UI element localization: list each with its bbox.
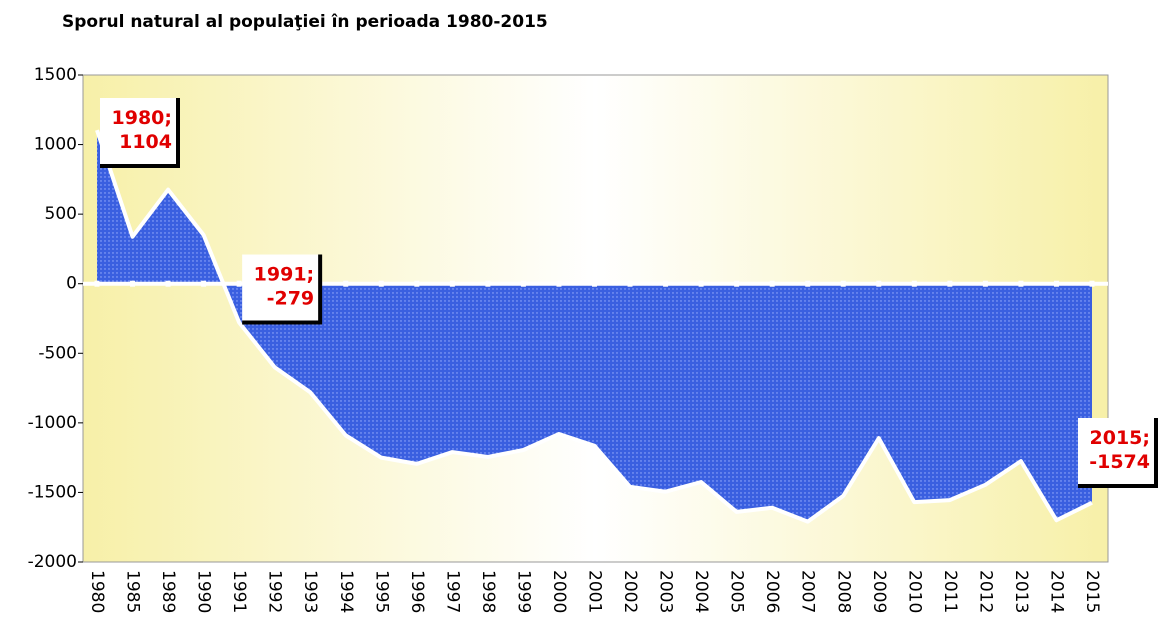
data-label: 1980; 1104: [112, 107, 172, 153]
x-tick-label: 1994: [336, 570, 356, 613]
x-tick-label: 2005: [727, 570, 747, 613]
x-tick-label: 1990: [194, 570, 214, 613]
x-tick-label: 1998: [478, 570, 498, 613]
y-tick-label: -500: [38, 343, 77, 363]
x-tick-label: 1997: [442, 570, 462, 613]
x-tick-label: 2006: [762, 570, 782, 613]
annotation-border: [1078, 418, 1158, 488]
x-tick-label: 1995: [371, 570, 391, 613]
x-tick-label: 2008: [833, 570, 853, 613]
x-tick-label: 2011: [940, 570, 960, 613]
x-tick-label: 2007: [798, 570, 818, 613]
y-tick-label: -1000: [28, 413, 77, 433]
y-tick-label: 0: [66, 274, 77, 294]
annotation-box: [100, 98, 178, 166]
chart-title: Sporul natural al populaţiei în perioada…: [62, 12, 548, 32]
x-tick-label: 1985: [123, 570, 143, 613]
x-tick-label: 2003: [656, 570, 676, 613]
x-tick-label: 2013: [1011, 570, 1031, 613]
x-tick-label: 2004: [691, 570, 711, 613]
annotation-border: [100, 98, 180, 168]
x-tick-label: 2001: [585, 570, 605, 613]
area-fill: [97, 130, 1092, 522]
y-tick-label: 1000: [34, 135, 77, 155]
annotation: 1980; 1104: [100, 98, 180, 168]
x-tick-label: 1991: [229, 570, 249, 613]
annotation: 1991; -279: [242, 254, 323, 325]
annotation: 2015; -1574: [1078, 418, 1158, 488]
x-tick-label: 1989: [158, 570, 178, 613]
annotation-box: [242, 254, 321, 323]
annotation-border: [242, 254, 323, 325]
y-tick-label: 1500: [34, 65, 77, 85]
area-line: [95, 129, 1093, 524]
x-tick-label: 1980: [87, 570, 107, 613]
y-tick-label: -1500: [28, 482, 77, 502]
x-tick-label: 2009: [869, 570, 889, 613]
y-tick-label: 500: [45, 204, 77, 224]
x-tick-label: 2010: [904, 570, 924, 613]
x-tick-label: 1992: [265, 570, 285, 613]
data-label: 2015; -1574: [1089, 427, 1150, 473]
x-tick-label: 2000: [549, 570, 569, 613]
x-tick-label: 2012: [975, 570, 995, 613]
x-tick-label: 2014: [1046, 570, 1066, 613]
x-tick-label: 2015: [1082, 570, 1102, 613]
y-tick-label: -2000: [28, 552, 77, 572]
data-label: 1991; -279: [254, 263, 314, 309]
x-tick-label: 2002: [620, 570, 640, 613]
x-tick-label: 1993: [300, 570, 320, 613]
annotation-box: [1078, 418, 1156, 486]
x-tick-label: 1996: [407, 570, 427, 613]
x-tick-label: 1999: [513, 570, 533, 613]
